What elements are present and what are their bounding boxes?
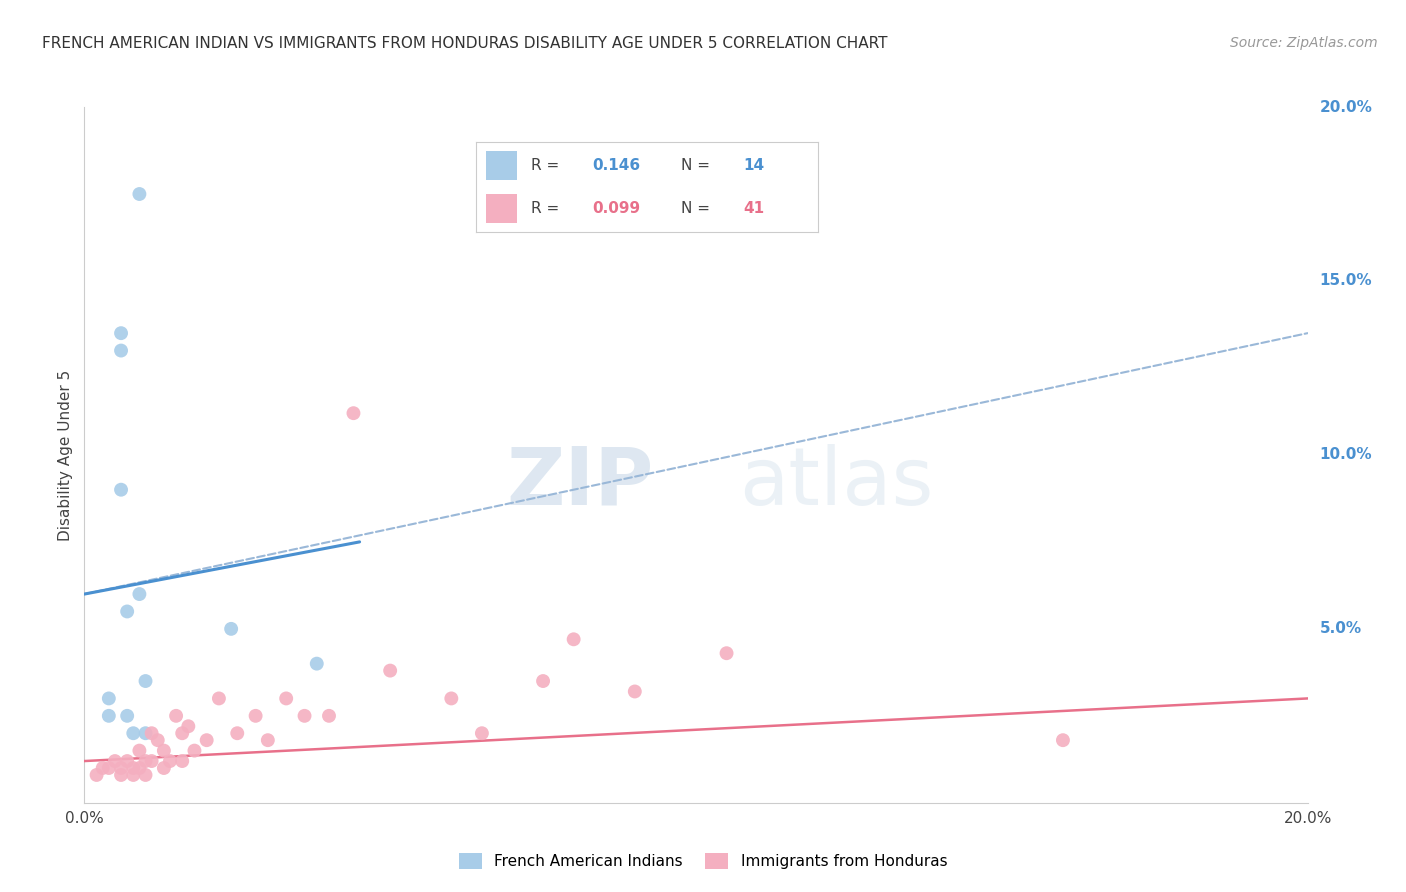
Point <box>257 733 280 747</box>
Point <box>294 708 316 723</box>
Point <box>91 761 114 775</box>
Text: atlas: atlas <box>738 443 934 522</box>
Point <box>97 761 120 775</box>
Point <box>471 726 494 740</box>
Point <box>141 754 163 768</box>
Text: FRENCH AMERICAN INDIAN VS IMMIGRANTS FROM HONDURAS DISABILITY AGE UNDER 5 CORREL: FRENCH AMERICAN INDIAN VS IMMIGRANTS FRO… <box>42 36 887 51</box>
Point <box>122 726 145 740</box>
Point <box>440 691 463 706</box>
Point <box>86 768 108 782</box>
Point <box>318 708 340 723</box>
Point <box>159 754 181 768</box>
Point <box>245 708 267 723</box>
Point <box>128 761 150 775</box>
Point <box>128 744 150 758</box>
Point <box>104 754 127 768</box>
Point <box>141 726 163 740</box>
Point <box>177 719 200 733</box>
Point <box>110 343 132 358</box>
Point <box>97 708 120 723</box>
Point <box>716 646 738 660</box>
Point <box>165 708 187 723</box>
Point <box>110 761 132 775</box>
Text: 20.0%: 20.0% <box>1320 100 1372 114</box>
Point <box>135 768 157 782</box>
Point <box>97 691 120 706</box>
Point <box>122 768 145 782</box>
Point <box>128 187 150 202</box>
Text: ZIP: ZIP <box>506 443 654 522</box>
Point <box>1052 733 1074 747</box>
Point <box>135 754 157 768</box>
Point <box>305 657 328 671</box>
Point <box>135 726 157 740</box>
Legend: French American Indians, Immigrants from Honduras: French American Indians, Immigrants from… <box>453 847 953 875</box>
Point <box>195 733 218 747</box>
Point <box>183 744 205 758</box>
Point <box>115 754 138 768</box>
Point <box>531 674 554 689</box>
Point <box>110 768 132 782</box>
Point <box>172 726 194 740</box>
Point <box>276 691 298 706</box>
Text: Source: ZipAtlas.com: Source: ZipAtlas.com <box>1230 36 1378 50</box>
Point <box>226 726 249 740</box>
Point <box>153 744 176 758</box>
Point <box>172 754 194 768</box>
Point <box>624 684 647 698</box>
Point <box>380 664 402 678</box>
Point <box>122 761 145 775</box>
Point <box>115 708 138 723</box>
Point <box>219 622 242 636</box>
Point <box>115 605 138 619</box>
Text: 10.0%: 10.0% <box>1320 448 1372 462</box>
Point <box>110 326 132 340</box>
Point <box>153 761 176 775</box>
Point <box>135 674 157 689</box>
Point <box>146 733 169 747</box>
Point <box>128 587 150 601</box>
Point <box>562 632 585 647</box>
Point <box>342 406 364 420</box>
Y-axis label: Disability Age Under 5: Disability Age Under 5 <box>58 369 73 541</box>
Text: 15.0%: 15.0% <box>1320 274 1372 288</box>
Point <box>110 483 132 497</box>
Point <box>208 691 231 706</box>
Text: 5.0%: 5.0% <box>1320 622 1362 636</box>
